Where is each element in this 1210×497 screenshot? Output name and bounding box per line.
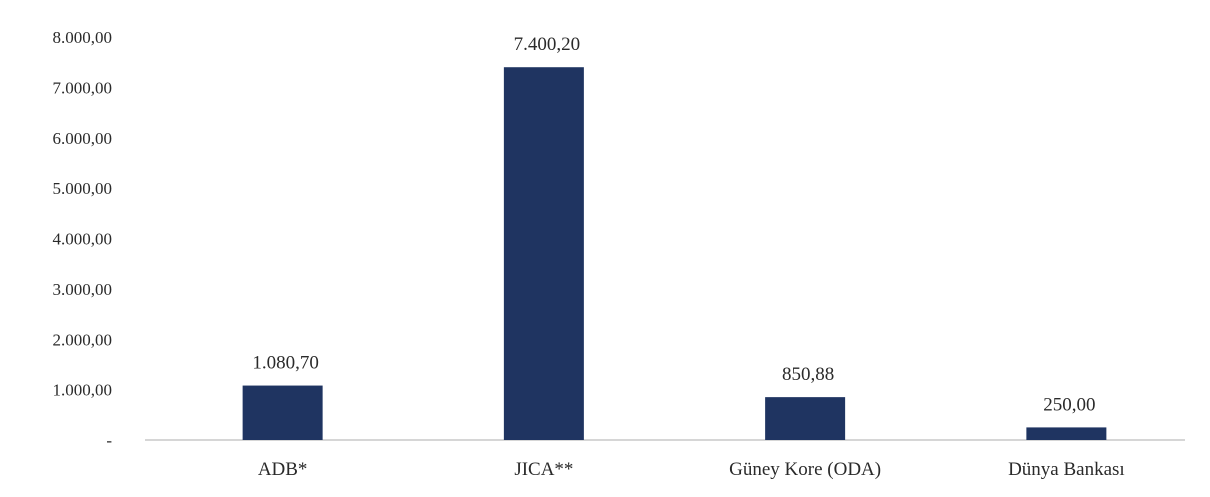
bar bbox=[1026, 427, 1107, 440]
y-tick-label: 6.000,00 bbox=[53, 129, 113, 148]
data-label: 250,00 bbox=[1043, 394, 1095, 415]
x-tick-label: Güney Kore (ODA) bbox=[729, 459, 881, 480]
y-tick-label: 5.000,00 bbox=[53, 179, 113, 198]
data-label: 850,88 bbox=[782, 364, 834, 385]
data-label: 1.080,70 bbox=[252, 353, 319, 374]
x-axis: ADB* JICA** Güney Kore (ODA) Dünya Bankası bbox=[145, 439, 1185, 480]
x-tick-label: JICA** bbox=[514, 459, 573, 480]
y-tick-label: 3.000,00 bbox=[53, 280, 113, 299]
y-tick-label: 7.000,00 bbox=[53, 78, 113, 97]
y-tick-label: 1.000,00 bbox=[53, 381, 113, 400]
y-tick-label: 4.000,00 bbox=[53, 230, 113, 249]
y-tick-label: 2.000,00 bbox=[53, 330, 113, 349]
x-tick-label: Dünya Bankası bbox=[1008, 459, 1125, 480]
y-axis: - 1.000,00 2.000,00 3.000,00 4.000,00 5.000,0… bbox=[53, 28, 113, 450]
bar bbox=[765, 397, 846, 440]
bar bbox=[242, 385, 323, 440]
y-tick-label: - bbox=[106, 431, 112, 450]
x-tick-label: ADB* bbox=[258, 459, 308, 480]
bar bbox=[503, 67, 584, 440]
y-tick-label: 8.000,00 bbox=[53, 28, 113, 47]
data-label: 7.400,20 bbox=[514, 34, 581, 55]
data-labels: 1.080,70 7.400,20 850,88 250,00 bbox=[252, 34, 1095, 415]
bars bbox=[242, 67, 1107, 440]
